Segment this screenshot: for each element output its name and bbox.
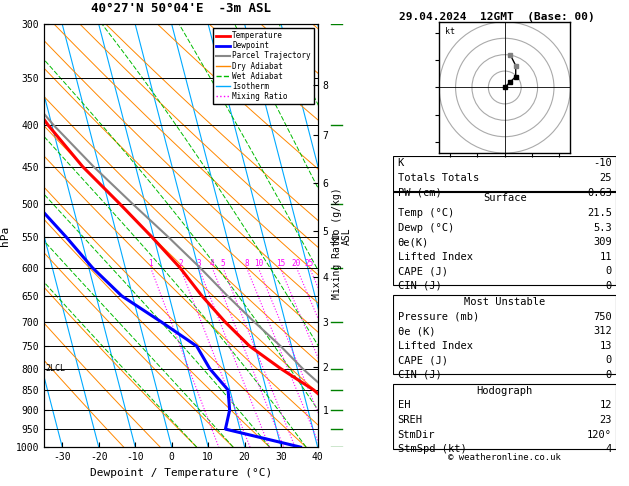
Text: 0.63: 0.63 [587,188,612,198]
Text: 0: 0 [606,281,612,291]
Text: © weatheronline.co.uk: © weatheronline.co.uk [448,453,561,462]
Text: 2: 2 [178,259,182,268]
Text: StmSpd (kt): StmSpd (kt) [398,444,466,454]
Text: 20: 20 [292,259,301,268]
Text: StmDir: StmDir [398,430,435,440]
Text: Lifted Index: Lifted Index [398,252,472,262]
Text: Temp (°C): Temp (°C) [398,208,454,218]
Text: 0: 0 [606,355,612,365]
Text: Totals Totals: Totals Totals [398,173,479,183]
Y-axis label: km
ASL: km ASL [330,227,352,244]
Text: 120°: 120° [587,430,612,440]
Text: 25: 25 [305,259,314,268]
Text: θe(K): θe(K) [398,237,429,247]
Text: 12: 12 [599,400,612,411]
Bar [393,383,616,449]
Text: 4: 4 [606,444,612,454]
Text: PW (cm): PW (cm) [398,188,442,198]
Text: 5.3: 5.3 [593,223,612,233]
Text: 2LCL: 2LCL [46,364,66,373]
Text: 29.04.2024  12GMT  (Base: 00): 29.04.2024 12GMT (Base: 00) [399,12,595,22]
Text: SREH: SREH [398,415,423,425]
Text: 11: 11 [599,252,612,262]
Bar [393,191,616,285]
Text: Most Unstable: Most Unstable [464,297,545,307]
Text: 4: 4 [210,259,214,268]
Text: 21.5: 21.5 [587,208,612,218]
Bar [393,295,616,374]
Text: 10: 10 [253,259,263,268]
Text: 750: 750 [593,312,612,322]
Text: CAPE (J): CAPE (J) [398,355,448,365]
X-axis label: Dewpoint / Temperature (°C): Dewpoint / Temperature (°C) [90,468,272,478]
Y-axis label: hPa: hPa [0,226,10,246]
Text: 8: 8 [244,259,249,268]
Text: K: K [398,158,404,169]
Text: Surface: Surface [483,193,526,204]
Legend: Temperature, Dewpoint, Parcel Trajectory, Dry Adiabat, Wet Adiabat, Isotherm, Mi: Temperature, Dewpoint, Parcel Trajectory… [213,28,314,104]
Text: 312: 312 [593,326,612,336]
Text: CAPE (J): CAPE (J) [398,266,448,277]
Text: 40°27'N 50°04'E  -3m ASL: 40°27'N 50°04'E -3m ASL [91,1,271,15]
Text: 23: 23 [599,415,612,425]
Text: 13: 13 [599,341,612,351]
Text: Hodograph: Hodograph [477,386,533,396]
Text: 15: 15 [276,259,285,268]
Text: 0: 0 [606,266,612,277]
Text: kt: kt [445,27,455,36]
Text: 25: 25 [599,173,612,183]
Text: 1: 1 [148,259,153,268]
Text: CIN (J): CIN (J) [398,281,442,291]
Text: 3: 3 [196,259,201,268]
Text: Pressure (mb): Pressure (mb) [398,312,479,322]
Text: θe (K): θe (K) [398,326,435,336]
Text: Mixing Ratio (g/kg): Mixing Ratio (g/kg) [331,187,342,299]
Text: 0: 0 [606,370,612,380]
Text: 309: 309 [593,237,612,247]
Text: 5: 5 [221,259,225,268]
Text: Lifted Index: Lifted Index [398,341,472,351]
Text: CIN (J): CIN (J) [398,370,442,380]
Text: Dewp (°C): Dewp (°C) [398,223,454,233]
Text: EH: EH [398,400,410,411]
Bar [393,156,616,192]
Text: -10: -10 [593,158,612,169]
